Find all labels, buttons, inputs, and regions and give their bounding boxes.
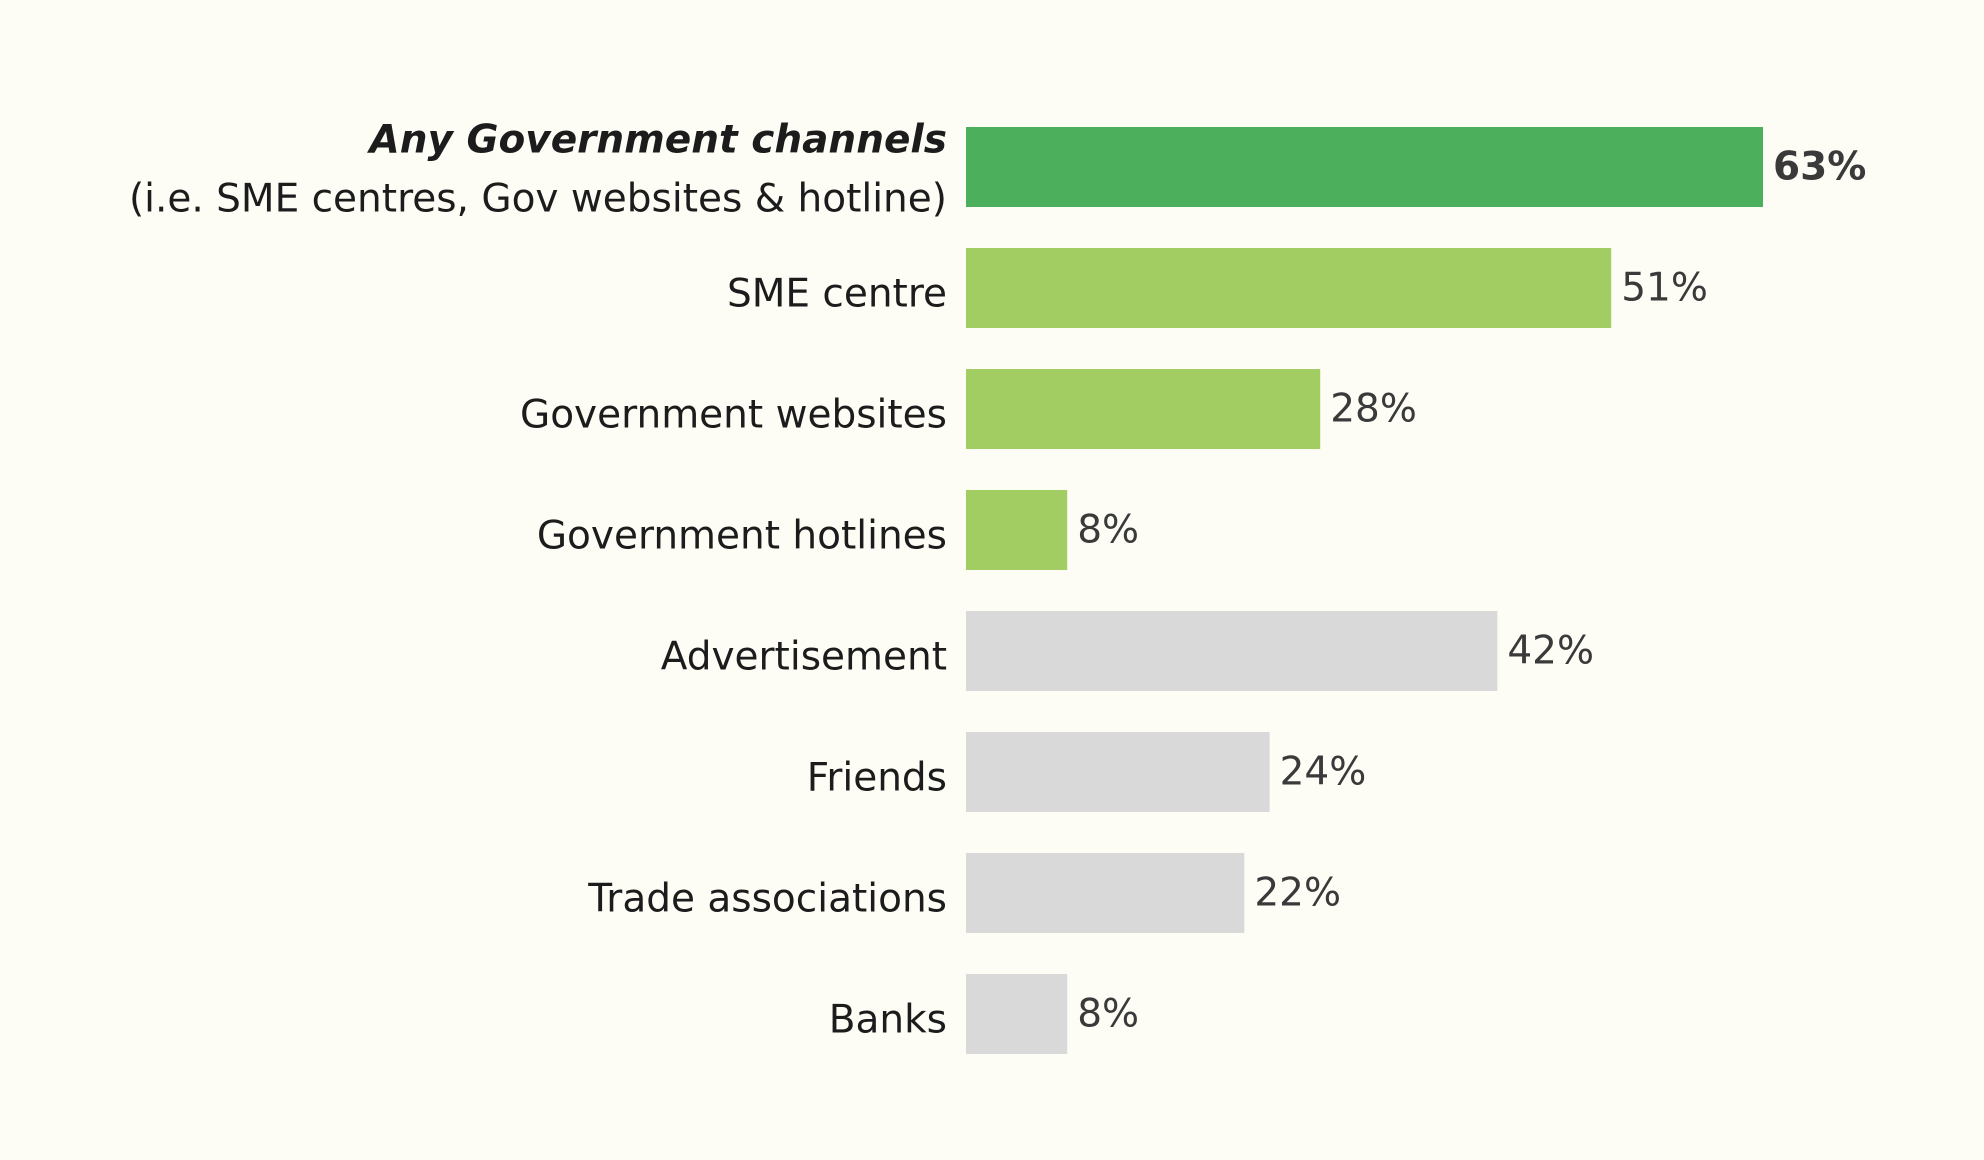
bar-advertisement (966, 611, 1498, 691)
category-sublabel-any-government-channels: (i.e. SME centres, Gov websites & hotlin… (129, 177, 947, 222)
value-label-government-websites: 28% (1330, 387, 1417, 432)
value-label-friends: 24% (1280, 750, 1367, 795)
value-label-any-government-channels: 63% (1773, 145, 1866, 190)
bar-trade-associations (966, 853, 1245, 933)
category-label-advertisement: Advertisement (661, 635, 947, 680)
bar-banks (966, 974, 1068, 1054)
value-label-government-hotlines: 8% (1077, 508, 1139, 553)
value-label-banks: 8% (1077, 992, 1139, 1037)
value-label-advertisement: 42% (1507, 629, 1594, 674)
category-label-government-websites: Government websites (520, 393, 947, 438)
value-label-trade-associations: 22% (1254, 871, 1341, 916)
category-label-banks: Banks (829, 998, 947, 1043)
category-label-government-hotlines: Government hotlines (537, 514, 947, 559)
category-label-sme-centre: SME centre (727, 272, 947, 317)
bar-friends (966, 732, 1270, 812)
category-label-friends: Friends (807, 756, 947, 801)
bar-government-hotlines (966, 490, 1068, 570)
bar-government-websites (966, 369, 1321, 449)
category-label-any-government-channels: Any Government channels (367, 118, 947, 163)
category-label-trade-associations: Trade associations (587, 877, 947, 922)
value-label-sme-centre: 51% (1621, 266, 1708, 311)
bar-any-government-channels (966, 127, 1763, 207)
bar-sme-centre (966, 248, 1612, 328)
